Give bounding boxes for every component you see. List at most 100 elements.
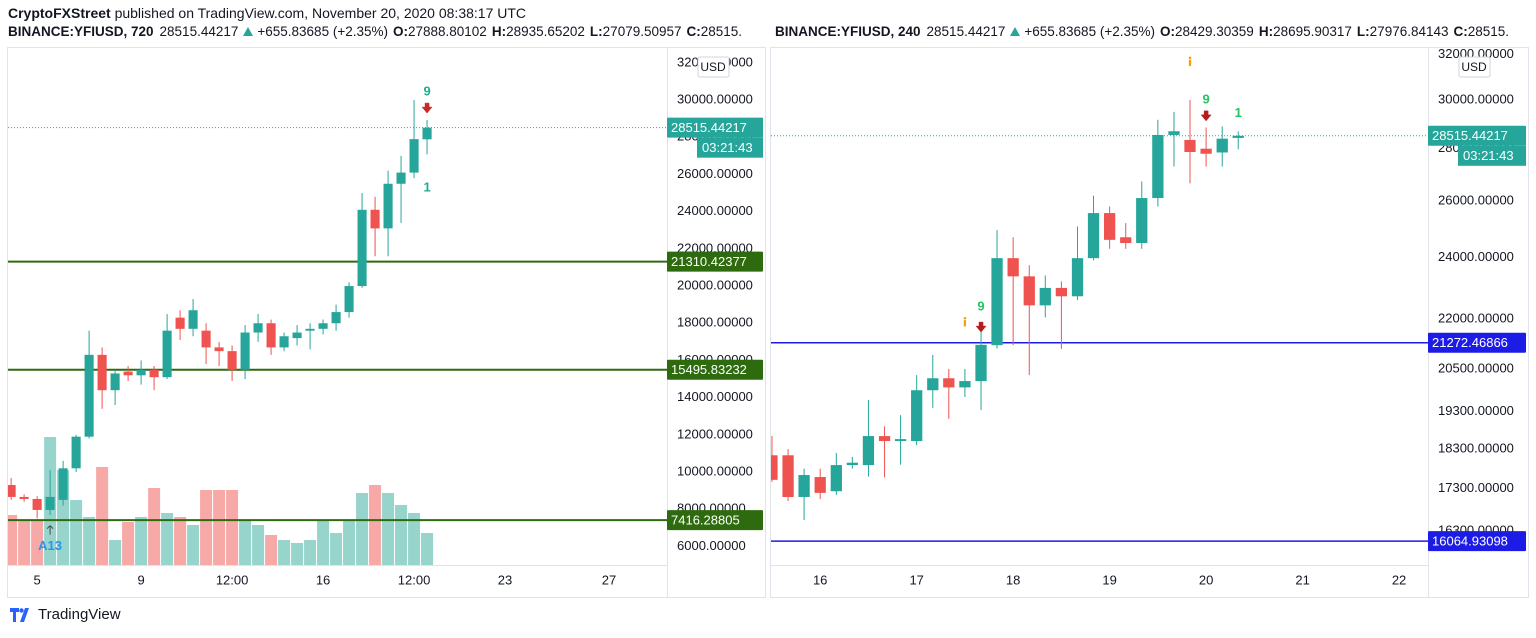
candle-body xyxy=(292,332,302,339)
candle-body xyxy=(58,468,68,500)
volume-bar xyxy=(317,520,330,565)
legend: BINANCE:YFIUSD, 720 28515.44217 +655.83685… xyxy=(8,24,765,42)
footer: TradingView xyxy=(10,606,121,623)
candle-body xyxy=(383,183,393,229)
y-tick-label: 12000.00000 xyxy=(677,426,753,441)
candle-body xyxy=(110,373,120,391)
x-tick-label: 12:00 xyxy=(398,572,431,587)
volume-bar xyxy=(330,533,343,565)
candle-body xyxy=(1152,134,1164,199)
panel-frame xyxy=(7,47,766,598)
x-tick-label: 5 xyxy=(33,572,40,587)
y-tick-label: 24000.00000 xyxy=(677,203,753,218)
volume-bar xyxy=(109,540,122,565)
y-tick-label: 26000.00000 xyxy=(677,166,753,181)
level-label-text: 16064.93098 xyxy=(1432,534,1508,549)
candle-body xyxy=(136,369,146,376)
volume-bar xyxy=(70,500,83,565)
last-price-box xyxy=(1428,125,1526,146)
last-price-text: 28515.44217 xyxy=(1432,128,1508,143)
info-marker xyxy=(963,317,967,327)
candle-body xyxy=(305,328,315,331)
candle-body xyxy=(175,317,185,329)
currency: USD xyxy=(700,60,726,74)
countdown: 03:21:43 xyxy=(1463,148,1514,163)
ohlc-value: 27888.80102 xyxy=(407,24,487,39)
y-tick-label: 10000.00000 xyxy=(677,463,753,478)
level-label-text: 21272.46866 xyxy=(1432,335,1508,350)
x-tick-label: 16 xyxy=(813,572,827,587)
published: published on TradingView.com, November 2… xyxy=(114,5,527,21)
volume-bar xyxy=(395,505,408,565)
last-value: 28515.44217 xyxy=(926,24,1006,39)
ohlc-label: O: xyxy=(392,24,408,39)
level-label-box xyxy=(667,359,763,380)
candle-body xyxy=(959,381,971,388)
legend: BINANCE:YFIUSD, 240 28515.44217 +655.83685… xyxy=(775,24,1528,42)
candle-body xyxy=(1007,258,1019,277)
signal-arrow xyxy=(421,102,433,114)
ohlc-value: 27079.50957 xyxy=(602,24,682,39)
x-tick-label: 18 xyxy=(1006,572,1020,587)
candle-body xyxy=(84,354,94,437)
chart: 16300.0000017300.0000018300.0000019300.0… xyxy=(771,46,1526,587)
author: CryptoFXStreet xyxy=(8,5,111,21)
y-tick-label: 19300.00000 xyxy=(1438,403,1514,418)
x-tick-label: 16 xyxy=(316,572,330,587)
y-tick-label: 26000.00000 xyxy=(1438,192,1514,207)
signal-arrow xyxy=(975,321,987,333)
symbol: BINANCE:YFIUSD, 720 xyxy=(8,24,154,39)
y-tick-label: 14000.00000 xyxy=(677,389,753,404)
ohlc-label: L: xyxy=(1356,24,1370,39)
volume-bar xyxy=(122,522,135,565)
candle-body xyxy=(214,347,224,352)
candle-body xyxy=(188,310,198,329)
last-price-text: 28515.44217 xyxy=(671,120,747,135)
candle-body xyxy=(1055,287,1068,297)
panel-frame xyxy=(770,47,1529,598)
x-tick-label: 9 xyxy=(137,572,144,587)
candle-body xyxy=(830,465,842,492)
up-triangle xyxy=(1010,27,1021,36)
annotation: 9 xyxy=(423,84,430,99)
candle-body xyxy=(409,139,419,173)
ohlc-value: 28515. xyxy=(700,24,743,39)
candle-body xyxy=(396,172,406,184)
logo xyxy=(10,607,29,622)
candle-body xyxy=(162,330,172,378)
candle-body xyxy=(771,455,778,480)
candle-body xyxy=(71,436,81,469)
annotation: 1 xyxy=(1235,105,1242,120)
plot xyxy=(8,100,667,565)
y-tick-label: 18300.00000 xyxy=(1438,441,1514,456)
volume-bar xyxy=(408,513,421,565)
candle-body xyxy=(279,336,289,348)
candle-body xyxy=(1087,213,1100,259)
info-marker xyxy=(1188,56,1192,67)
candle-body xyxy=(1039,287,1051,306)
brand: TradingView xyxy=(38,606,121,623)
x-tick-label: 17 xyxy=(909,572,923,587)
change: +655.83685 (+2.35%) xyxy=(257,24,388,39)
y-tick-label: 30000.00000 xyxy=(677,92,753,107)
volume-bar xyxy=(31,520,44,565)
volume-bar xyxy=(421,533,434,565)
level-label-box xyxy=(1428,531,1526,552)
countdown-box xyxy=(697,137,763,158)
candle-body xyxy=(862,436,875,466)
volume-bar xyxy=(382,493,395,565)
candle-body xyxy=(357,209,367,287)
volume-bar xyxy=(369,485,382,565)
level-label-text: 15495.83232 xyxy=(671,362,747,377)
level-label-text: 7416.28805 xyxy=(671,513,740,528)
volume-bar xyxy=(265,535,278,565)
candle-body xyxy=(19,496,29,499)
candle-body xyxy=(266,323,276,348)
volume-bar xyxy=(8,515,18,565)
volume-bar xyxy=(174,517,187,565)
candle-body xyxy=(97,354,107,391)
ohlc-value: 28429.30359 xyxy=(1174,24,1254,39)
y-tick-label: 17300.00000 xyxy=(1438,480,1514,495)
candle-body xyxy=(344,286,354,313)
candle-body xyxy=(878,436,891,442)
